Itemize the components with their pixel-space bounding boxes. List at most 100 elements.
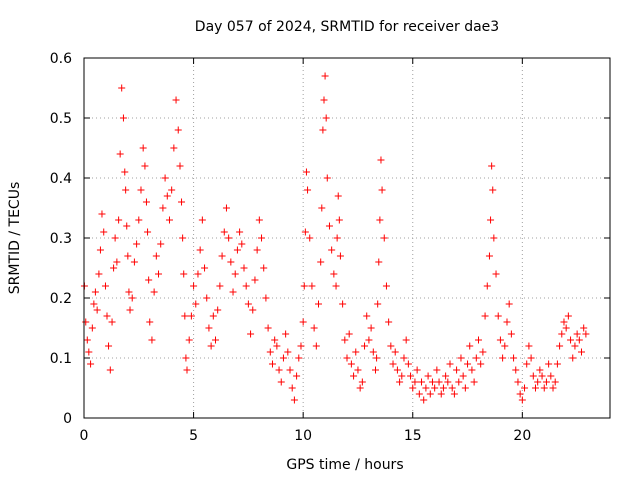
x-tick-label: 0	[80, 428, 89, 444]
data-point	[339, 300, 347, 308]
data-point	[534, 378, 542, 386]
data-point	[82, 318, 90, 326]
data-point	[518, 396, 526, 404]
data-point	[317, 258, 325, 266]
data-point	[391, 348, 399, 356]
data-point	[258, 234, 266, 242]
grid-lines	[84, 58, 610, 418]
data-point	[227, 258, 235, 266]
data-point	[567, 336, 575, 344]
data-point	[315, 300, 323, 308]
data-point	[466, 342, 474, 350]
data-point	[176, 162, 184, 170]
data-point	[538, 372, 546, 380]
data-point	[521, 384, 529, 392]
data-point	[575, 336, 583, 344]
data-point	[118, 84, 126, 92]
data-point	[300, 282, 308, 290]
data-point	[207, 342, 215, 350]
data-point	[220, 228, 228, 236]
data-point	[212, 336, 219, 344]
data-point	[560, 318, 568, 326]
data-point	[354, 366, 362, 374]
data-point	[573, 330, 581, 338]
y-tick-label: 0.1	[50, 351, 72, 367]
data-point	[375, 258, 383, 266]
data-point	[264, 324, 272, 332]
data-point	[236, 228, 244, 236]
data-point	[512, 366, 520, 374]
data-point	[424, 372, 432, 380]
data-point	[380, 234, 388, 242]
data-point	[251, 276, 259, 284]
data-point	[398, 372, 406, 380]
data-point	[505, 300, 513, 308]
data-point	[233, 246, 241, 254]
data-point	[319, 126, 327, 134]
data-point	[527, 354, 535, 362]
data-point	[286, 366, 294, 374]
y-tick-label: 0.6	[50, 51, 72, 67]
data-point	[323, 174, 331, 182]
data-point	[181, 312, 189, 320]
data-point	[470, 378, 478, 386]
data-point	[481, 312, 489, 320]
data-point	[494, 312, 502, 320]
data-point	[396, 378, 404, 386]
data-point	[461, 384, 469, 392]
data-point	[249, 306, 257, 314]
x-tick-label: 20	[513, 428, 531, 444]
data-point	[510, 354, 518, 362]
data-point	[580, 324, 588, 332]
data-point	[290, 396, 298, 404]
y-tick-label: 0.5	[50, 111, 72, 127]
x-tick-label: 15	[404, 428, 422, 444]
data-point	[304, 186, 312, 194]
data-point	[318, 204, 326, 212]
data-point	[187, 312, 195, 320]
data-point	[322, 114, 330, 122]
data-point	[320, 96, 328, 104]
data-point	[558, 330, 566, 338]
data-point	[266, 348, 274, 356]
data-point	[133, 240, 141, 248]
data-point	[378, 186, 386, 194]
data-point	[111, 234, 119, 242]
data-point	[168, 186, 176, 194]
data-point	[330, 270, 338, 278]
data-point	[411, 378, 419, 386]
data-point	[485, 252, 493, 260]
data-point	[161, 174, 169, 182]
data-point	[178, 198, 186, 206]
data-point	[501, 342, 509, 350]
data-point	[442, 372, 450, 380]
y-tick-label: 0.3	[50, 231, 72, 247]
data-point	[422, 384, 430, 392]
data-point	[371, 366, 379, 374]
data-point	[128, 294, 136, 302]
data-point	[103, 312, 111, 320]
data-point	[582, 330, 590, 338]
data-point	[262, 294, 270, 302]
data-point	[345, 330, 353, 338]
data-point	[376, 216, 384, 224]
data-point	[545, 360, 553, 368]
data-point	[407, 372, 415, 380]
data-point	[174, 126, 182, 134]
data-point	[385, 318, 393, 326]
data-point	[343, 354, 351, 362]
data-point	[83, 336, 91, 344]
data-point	[88, 324, 96, 332]
data-point	[115, 216, 123, 224]
data-point	[503, 318, 511, 326]
data-point	[356, 384, 364, 392]
data-point	[487, 216, 495, 224]
data-point	[514, 378, 522, 386]
data-point	[564, 312, 572, 320]
data-point	[435, 378, 443, 386]
data-point	[242, 282, 250, 290]
data-point	[141, 162, 149, 170]
data-point	[229, 288, 237, 296]
data-point	[507, 330, 515, 338]
data-point	[479, 348, 487, 356]
